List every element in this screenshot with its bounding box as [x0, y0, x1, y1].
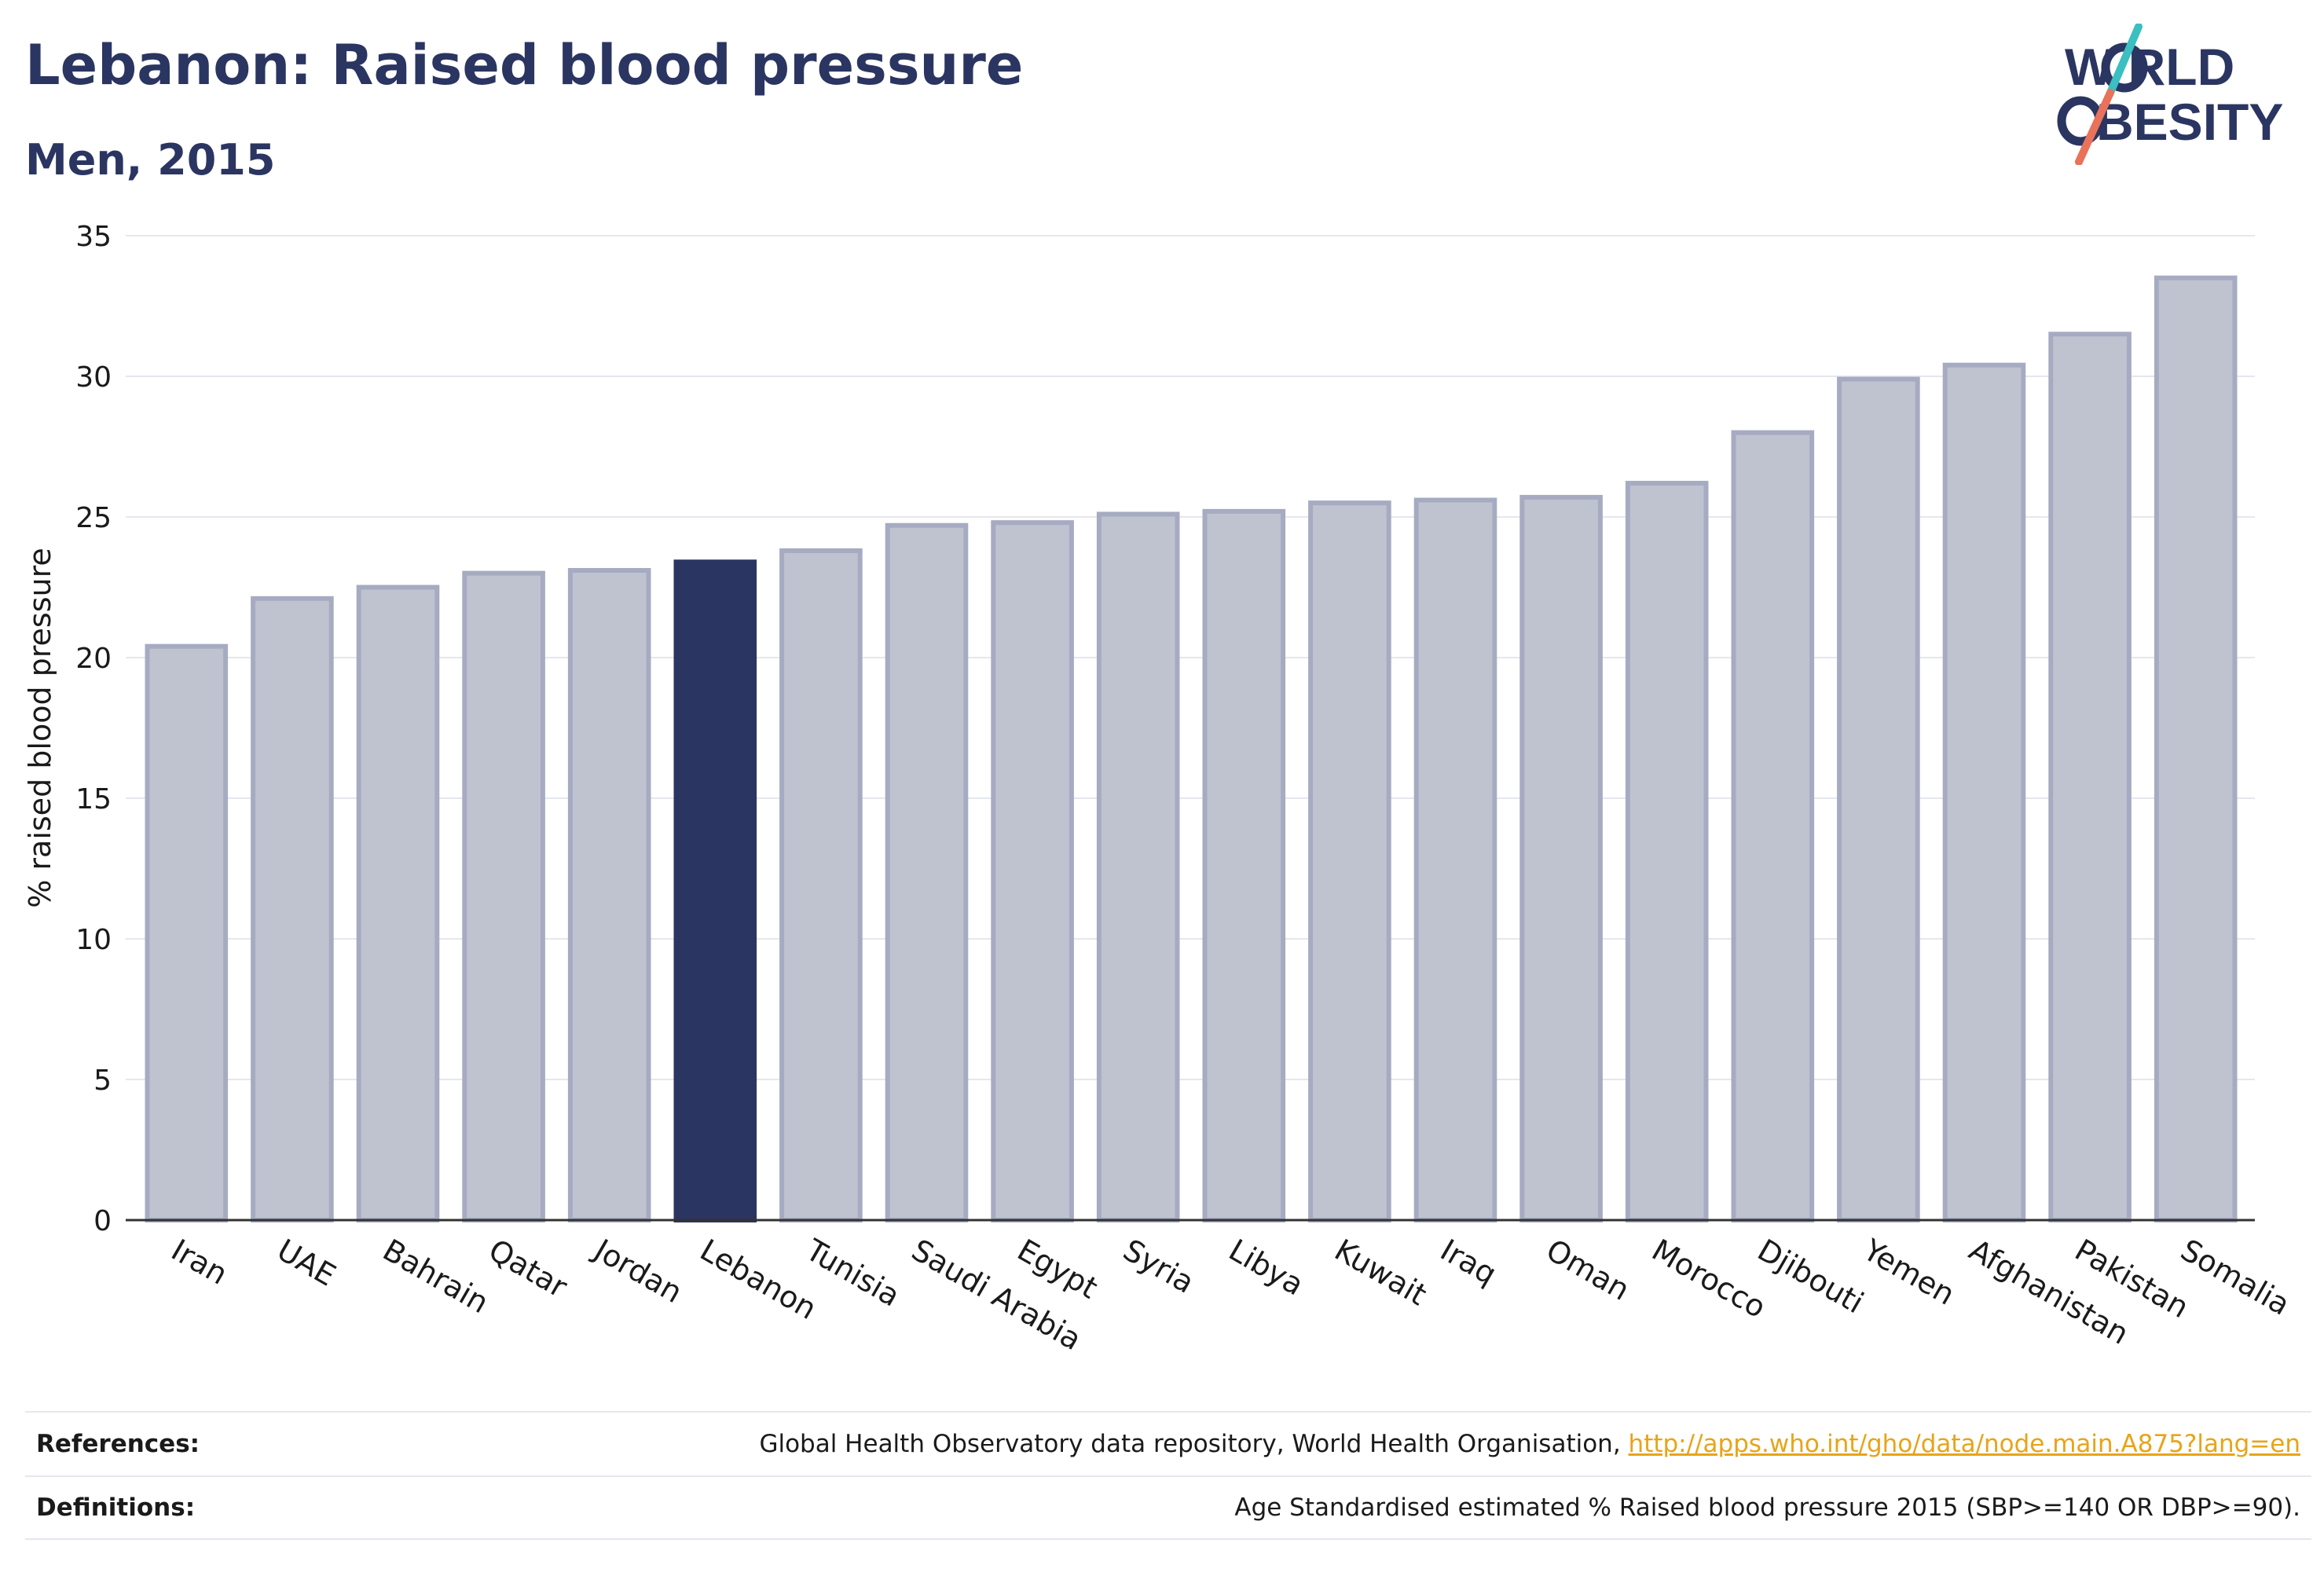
- x-tick-label: Yemen: [1857, 1232, 1961, 1312]
- logo-slash-bottom: [2075, 89, 2114, 165]
- references-row: References: Global Health Observatory da…: [25, 1411, 2311, 1475]
- y-tick-label: 25: [75, 502, 112, 534]
- bar-morocco: [1625, 481, 1709, 1223]
- footer: References: Global Health Observatory da…: [25, 1411, 2311, 1540]
- y-tick-label: 5: [93, 1065, 112, 1097]
- x-tick-label: Bahrain: [377, 1233, 494, 1321]
- bar-kuwait: [1308, 500, 1391, 1223]
- references-text: Global Health Observatory data repositor…: [759, 1430, 1621, 1458]
- definitions-text: Age Standardised estimated % Raised bloo…: [1234, 1494, 2300, 1522]
- references-value: Global Health Observatory data repositor…: [759, 1430, 2300, 1458]
- x-tick-label: Iran: [166, 1233, 233, 1292]
- y-tick-label: 15: [75, 783, 112, 815]
- x-tick-label: Lebanon: [695, 1233, 823, 1326]
- bar-djibouti: [1731, 430, 1815, 1223]
- bar-libya: [1202, 508, 1286, 1222]
- bar-bahrain: [356, 585, 440, 1222]
- bar-pakistan: [2048, 332, 2132, 1222]
- bar-tunisia: [779, 548, 863, 1222]
- bar-lebanon: [673, 559, 757, 1222]
- bar-uae: [251, 596, 334, 1222]
- x-tick-label: Somalia: [2175, 1233, 2296, 1322]
- bar-afghanistan: [1942, 362, 2026, 1222]
- references-link[interactable]: http://apps.who.int/gho/data/node.main.A…: [1628, 1430, 2300, 1458]
- bar-syria: [1096, 511, 1180, 1223]
- logo-o-ring: [2101, 42, 2148, 93]
- x-tick-label: UAE: [271, 1233, 341, 1293]
- x-tick-label: Qatar: [483, 1233, 574, 1305]
- bar-qatar: [462, 570, 545, 1223]
- x-tick-label: Iraq: [1435, 1233, 1502, 1292]
- x-tick-label: Libya: [1223, 1233, 1310, 1303]
- bar-iraq: [1413, 497, 1497, 1222]
- y-axis-label: % raised blood pressure: [23, 548, 57, 908]
- x-tick-label: Kuwait: [1329, 1233, 1432, 1313]
- definitions-row: Definitions: Age Standardised estimated …: [25, 1475, 2311, 1540]
- logo-line-2: BESITY: [2096, 93, 2283, 151]
- bar-iran: [145, 643, 229, 1222]
- logo-slash-top: [2106, 24, 2143, 97]
- x-tick-label: Jordan: [587, 1232, 687, 1310]
- bar-saudi-arabia: [885, 522, 969, 1222]
- y-tick-label: 10: [75, 924, 112, 956]
- bar-jordan: [567, 568, 651, 1222]
- y-tick-label: 30: [75, 361, 112, 394]
- y-tick-label: 20: [75, 643, 112, 675]
- references-label: References:: [36, 1430, 200, 1458]
- definitions-label: Definitions:: [36, 1494, 196, 1522]
- bar-oman: [1519, 494, 1603, 1222]
- bar-yemen: [1837, 376, 1920, 1223]
- x-tick-label: Djibouti: [1752, 1233, 1870, 1321]
- grid-lines: [126, 235, 2255, 1080]
- y-tick-label: 0: [93, 1205, 112, 1237]
- bar-egypt: [991, 520, 1074, 1223]
- bars: [145, 275, 2238, 1223]
- logo-line-1: W RLD: [2065, 38, 2234, 96]
- chart-subtitle: Men, 2015: [25, 135, 276, 185]
- x-tick-label: Syria: [1117, 1233, 1200, 1300]
- world-obesity-logo: W RLD BESITY: [2057, 24, 2283, 165]
- x-tick-label: Oman: [1541, 1233, 1636, 1307]
- chart-title: Lebanon: Raised blood pressure: [25, 33, 1024, 97]
- x-tick-label: Morocco: [1646, 1233, 1772, 1325]
- y-tick-label: 35: [75, 221, 112, 253]
- bar-somalia: [2154, 275, 2238, 1223]
